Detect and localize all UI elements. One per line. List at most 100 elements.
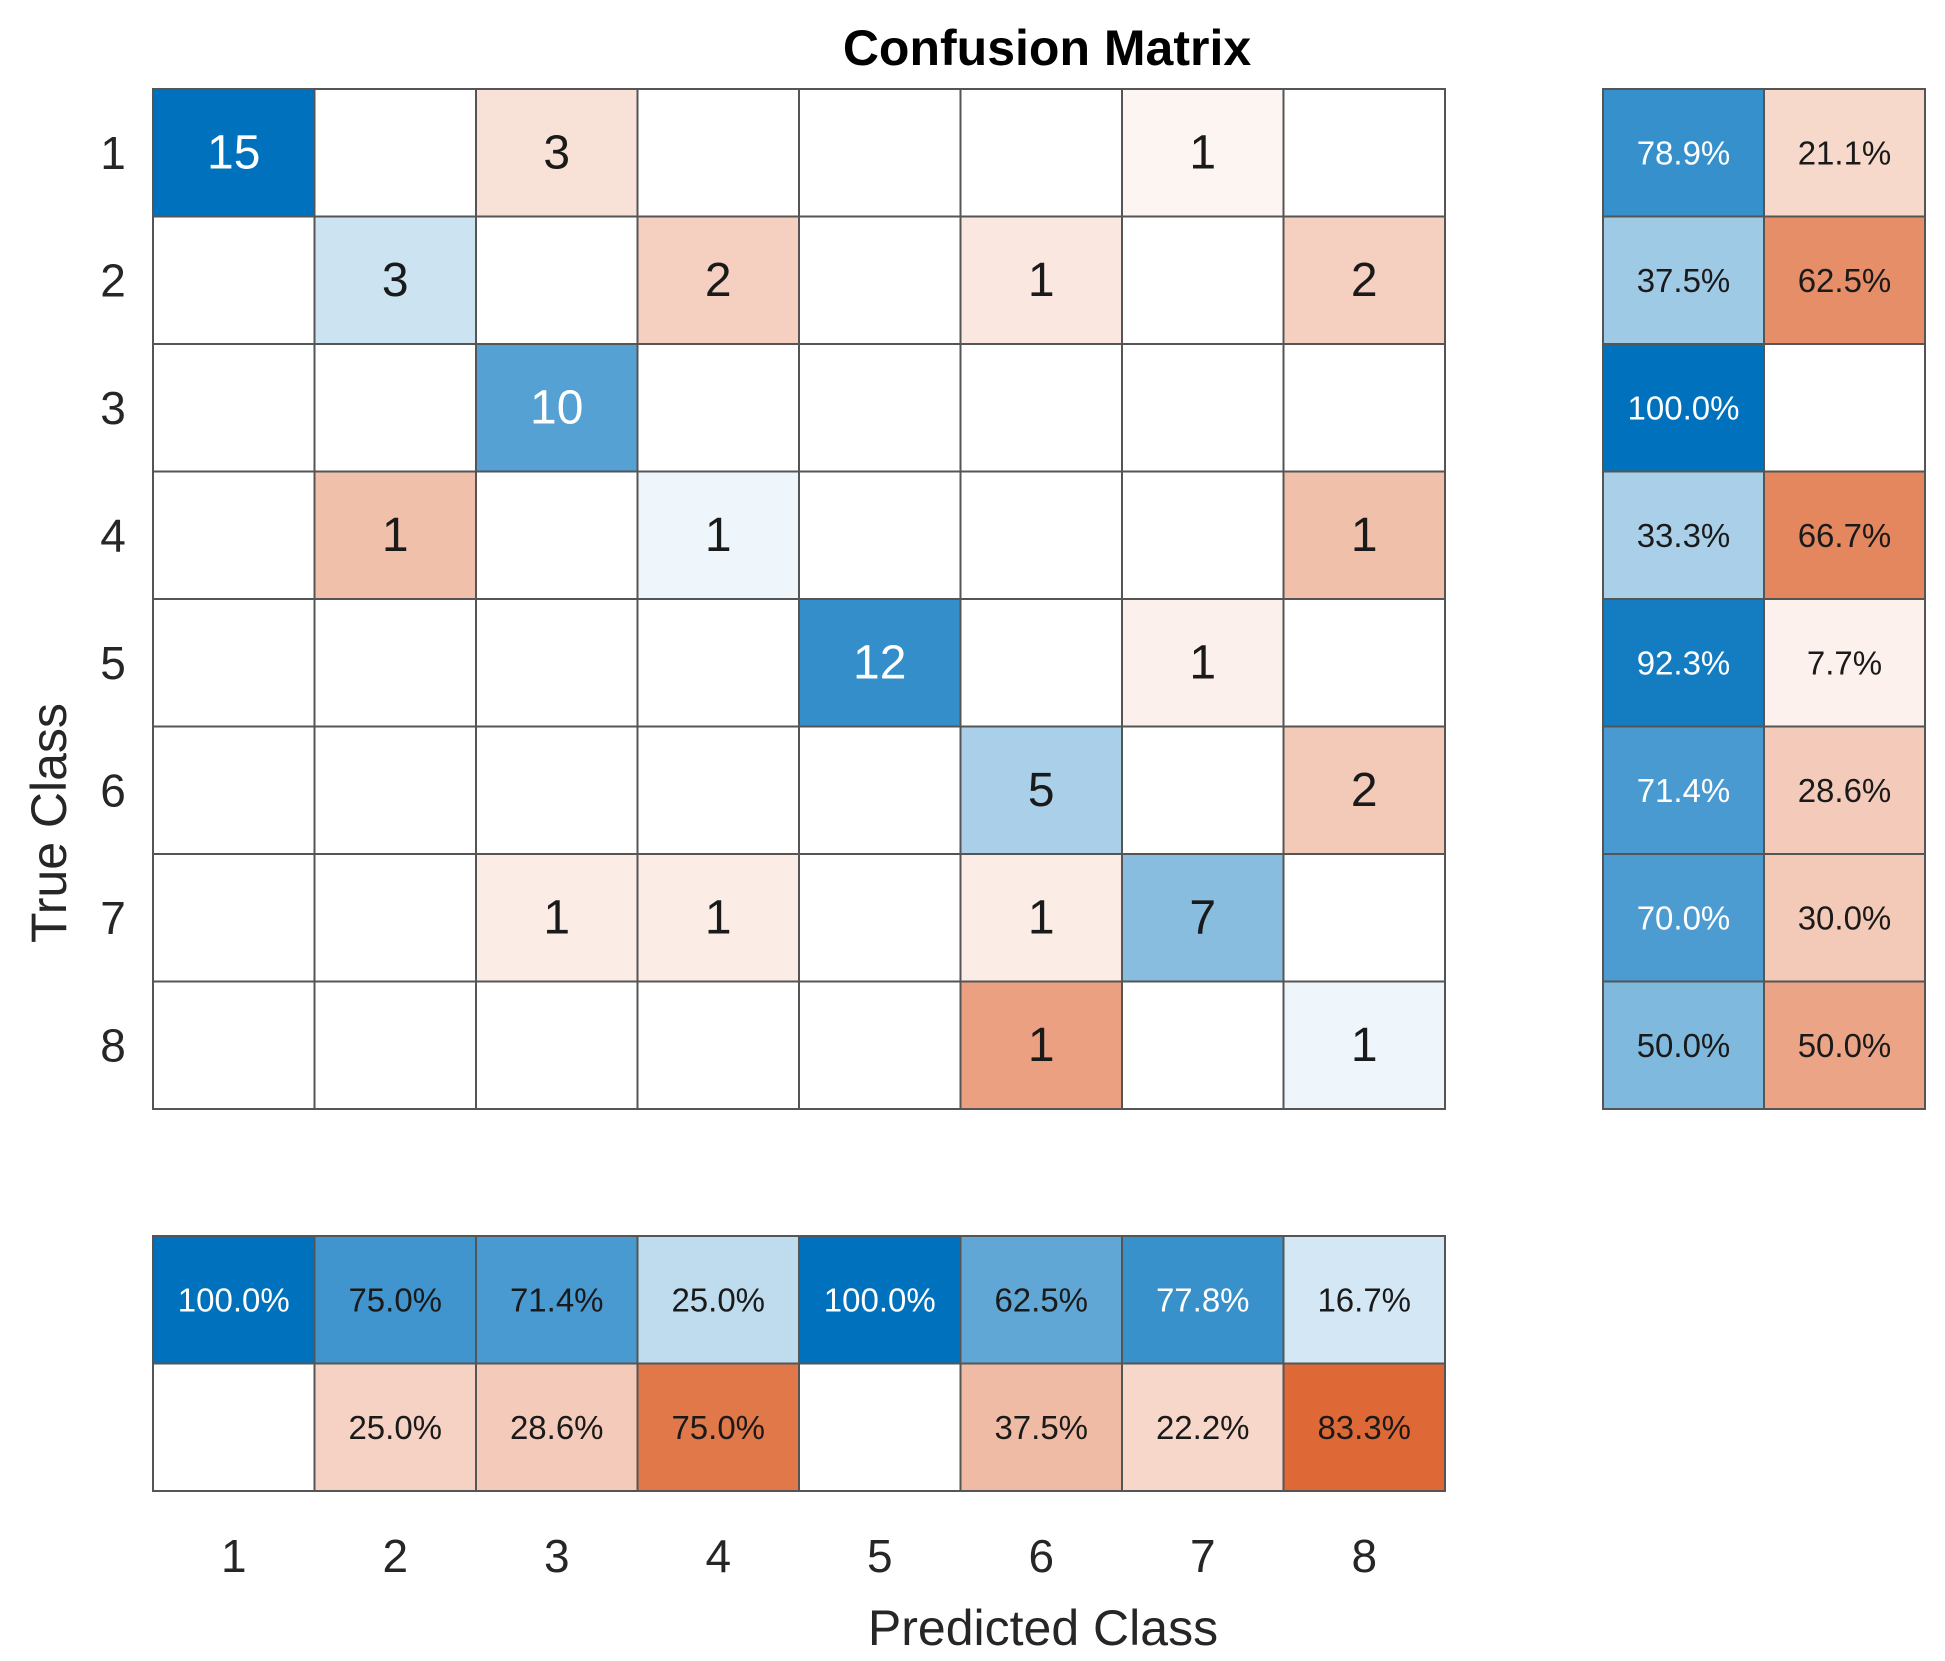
matrix-cell: [1282, 343, 1446, 473]
column-summary-correct-value: 16.7%: [1317, 1281, 1411, 1318]
matrix-cell: [152, 853, 316, 983]
x-tick-label: 3: [544, 1530, 570, 1582]
matrix-cell-value: 2: [1351, 764, 1378, 817]
x-axis-label: Predicted Class: [868, 1600, 1218, 1656]
matrix-cell: [152, 470, 316, 600]
matrix-cell: [1121, 725, 1285, 855]
row-summary-matrix: 78.9% 21.1% 37.5% 62.5% 100.0% 33.3% 66.7% 92.3…: [1602, 88, 1926, 1110]
matrix-cell-value: 1: [1028, 891, 1055, 944]
matrix-cell: [636, 470, 800, 600]
matrix-cell: [152, 725, 316, 855]
matrix-cell: [1282, 725, 1446, 855]
row-summary-incorrect-cell: [1763, 88, 1926, 218]
matrix-cell-value: 1: [382, 509, 409, 562]
row-summary-incorrect-cell: [1763, 215, 1926, 345]
matrix-cell-value: 1: [543, 891, 570, 944]
matrix-cell: [959, 725, 1123, 855]
matrix-cell: [152, 88, 316, 218]
matrix-cell: [152, 598, 316, 728]
x-tick-label: 1: [221, 1530, 247, 1582]
matrix-cell-value: 1: [1351, 1019, 1378, 1072]
matrix-cell: [313, 980, 477, 1110]
matrix-cell: [636, 598, 800, 728]
column-summary-correct-value: 25.0%: [671, 1281, 765, 1318]
column-summary-correct-value: 62.5%: [994, 1281, 1088, 1318]
column-summary-correct-value: 100.0%: [178, 1281, 290, 1318]
y-tick-label: 5: [100, 637, 126, 689]
y-tick-label: 7: [100, 892, 126, 944]
matrix-cell: [475, 88, 639, 218]
row-summary-correct-value: 50.0%: [1637, 1027, 1731, 1064]
matrix-cell: [1282, 470, 1446, 600]
row-summary-correct-cell: [1602, 980, 1765, 1110]
row-summary-correct-cell: [1602, 88, 1765, 218]
row-summary-correct-value: 33.3%: [1637, 517, 1731, 554]
x-tick-label: 4: [705, 1530, 731, 1582]
matrix-cell: [1282, 598, 1446, 728]
y-tick-label: 8: [100, 1019, 126, 1071]
column-summary-incorrect-cell: [959, 1362, 1123, 1492]
matrix-cell-value: 2: [1351, 254, 1378, 307]
matrix-cell: [636, 725, 800, 855]
row-summary-incorrect-cell: [1763, 470, 1926, 600]
matrix-cell-value: 5: [1028, 764, 1055, 817]
row-summary-correct-value: 71.4%: [1637, 772, 1731, 809]
row-summary-incorrect-cell: [1763, 598, 1926, 728]
matrix-cell-value: 3: [543, 126, 570, 179]
row-summary-correct-value: 92.3%: [1637, 644, 1731, 681]
row-summary-correct-value: 37.5%: [1637, 262, 1731, 299]
column-summary-incorrect-cell: [1282, 1362, 1446, 1492]
matrix-cell: [475, 853, 639, 983]
column-summary-correct-value: 77.8%: [1156, 1281, 1250, 1318]
matrix-cell: [636, 853, 800, 983]
y-tick-label: 4: [100, 509, 126, 561]
row-summary-correct-cell: [1602, 470, 1765, 600]
x-tick-label: 6: [1028, 1530, 1054, 1582]
row-summary-incorrect-value: 28.6%: [1798, 772, 1892, 809]
column-summary-incorrect-value: 75.0%: [671, 1409, 765, 1446]
row-summary-correct-cell: [1602, 725, 1765, 855]
y-tick-label: 2: [100, 254, 126, 306]
column-summary-matrix: 100.0% 75.0% 25.0% 71.4% 28.6% 25.0% 75.0% 100.…: [152, 1235, 1446, 1492]
row-summary-incorrect-value: 30.0%: [1798, 899, 1892, 936]
matrix-cell: [152, 215, 316, 345]
column-summary-correct-value: 100.0%: [824, 1281, 936, 1318]
matrix-cell-value: 3: [382, 254, 409, 307]
column-summary-correct-cell: [1282, 1235, 1446, 1365]
column-summary-incorrect-value: 37.5%: [994, 1409, 1088, 1446]
matrix-cell: [959, 853, 1123, 983]
matrix-cell: [798, 853, 962, 983]
x-tick-labels: 1 2 3 4 5 6 7 8: [221, 1530, 1377, 1582]
x-tick-label: 7: [1190, 1530, 1216, 1582]
y-axis-label: True Class: [21, 703, 77, 943]
row-summary-incorrect-value: 7.7%: [1807, 644, 1882, 681]
y-tick-label: 6: [100, 764, 126, 816]
column-summary-correct-value: 71.4%: [510, 1281, 604, 1318]
column-summary-incorrect-cell: [313, 1362, 477, 1492]
column-summary-incorrect-cell: [636, 1362, 800, 1492]
matrix-cell-value: 12: [853, 636, 906, 689]
matrix-cell: [798, 980, 962, 1110]
matrix-cell: [959, 980, 1123, 1110]
column-summary-correct-cell: [1121, 1235, 1285, 1365]
matrix-cell: [313, 853, 477, 983]
matrix-cell-value: 1: [1189, 126, 1216, 179]
matrix-cell: [1121, 980, 1285, 1110]
row-summary-incorrect-value: 66.7%: [1798, 517, 1892, 554]
matrix-cell: [636, 980, 800, 1110]
matrix-cell: [798, 88, 962, 218]
matrix-cell: [798, 598, 962, 728]
matrix-cell: [313, 343, 477, 473]
matrix-cell-value: 1: [705, 509, 732, 562]
matrix-cell: [1282, 980, 1446, 1110]
matrix-cell: [1282, 88, 1446, 218]
matrix-cell: [636, 88, 800, 218]
row-summary-incorrect-value: 62.5%: [1798, 262, 1892, 299]
column-summary-incorrect-value: 25.0%: [348, 1409, 442, 1446]
column-summary-correct-cell: [313, 1235, 477, 1365]
matrix-cell: [1121, 343, 1285, 473]
row-summary-incorrect-value: 50.0%: [1798, 1027, 1892, 1064]
column-summary-incorrect-cell: [798, 1362, 962, 1492]
